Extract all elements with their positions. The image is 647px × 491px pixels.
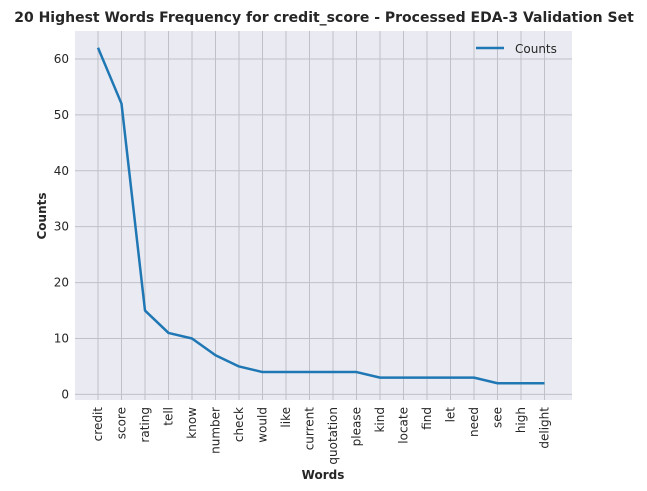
x-tick-label: number [209,407,223,454]
y-tick-label: 10 [54,332,69,346]
x-tick-label: score [115,407,129,439]
series-layer [96,47,545,385]
x-tick-label: see [491,407,505,428]
x-tick-label: please [350,407,364,446]
x-tick-label: find [420,407,434,430]
x-tick-label: like [279,407,293,428]
x-axis-ticks: credit score rating tell know number check woul… [91,407,552,465]
x-tick-label: high [514,407,528,433]
x-tick-label: rating [138,407,152,443]
x-tick-label: need [467,407,481,437]
y-tick-label: 20 [54,276,69,290]
x-tick-label: check [232,407,246,442]
x-tick-label: kind [373,407,387,433]
x-tick-label: current [303,407,317,451]
legend-label-counts: Counts [515,42,557,56]
x-tick-label: would [256,407,270,443]
x-tick-label: let [444,407,458,423]
x-tick-label: delight [538,407,552,449]
x-tick-label: tell [162,407,176,426]
x-tick-label: know [185,407,199,439]
x-tick-label: credit [91,407,105,442]
y-tick-label: 50 [54,108,69,122]
y-tick-label: 40 [54,164,69,178]
y-axis-label: Counts [35,192,49,239]
grid [75,31,572,400]
x-axis-label: Words [302,468,345,482]
y-tick-label: 0 [61,387,69,401]
x-tick-label: locate [397,407,411,444]
series-line-counts [96,47,545,385]
y-tick-label: 30 [54,220,69,234]
x-tick-label: quotation [326,407,340,465]
legend: Counts [476,42,557,56]
y-tick-label: 60 [54,52,69,66]
y-axis-ticks: 0 10 20 30 40 50 60 [54,52,69,401]
chart-title: 20 Highest Words Frequency for credit_sc… [14,10,634,26]
